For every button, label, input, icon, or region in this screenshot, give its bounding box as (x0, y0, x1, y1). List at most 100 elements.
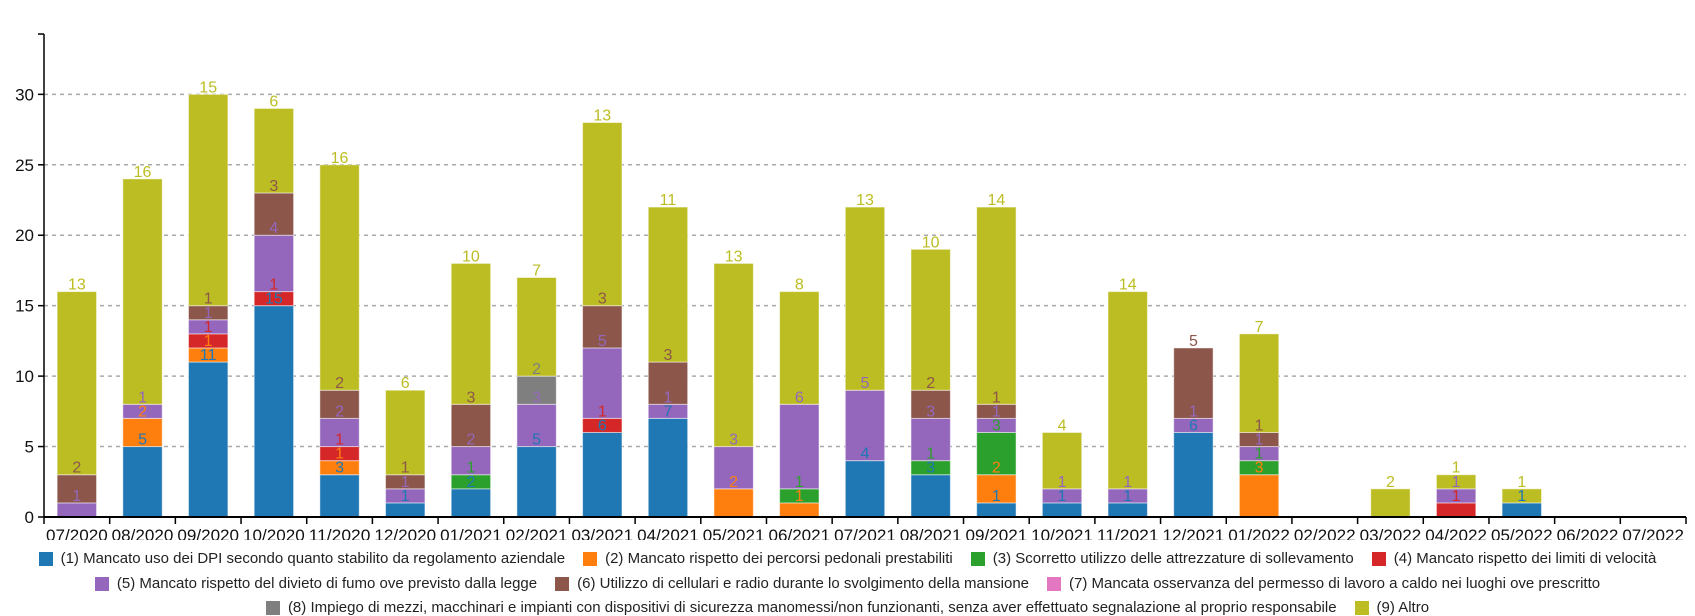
bar-segment (122, 178, 163, 405)
data-label: 13 (593, 108, 611, 125)
x-tick-label: 02/2022 (1294, 526, 1356, 540)
data-label: 16 (331, 150, 349, 167)
data-label: 1 (1255, 432, 1264, 449)
data-label: 1 (992, 389, 1001, 406)
data-label: 6 (269, 93, 278, 110)
bar-segment (516, 375, 557, 405)
data-label: 1 (926, 446, 935, 463)
bar-segment (1173, 347, 1214, 419)
y-tick-label: 25 (15, 156, 34, 175)
bar-segment (187, 93, 229, 307)
bar-segment (582, 305, 623, 349)
x-tick-label: 08/2021 (900, 526, 962, 540)
bar-segment (1501, 488, 1543, 504)
data-label: 2 (466, 474, 475, 491)
x-tick-label: 09/2020 (177, 526, 239, 540)
legend-label: (7) Mancata osservanza del permesso di l… (1069, 575, 1601, 592)
data-label: 3 (532, 389, 541, 406)
data-label: 1 (204, 319, 213, 336)
bar-segment (910, 474, 951, 518)
data-label: 1 (466, 460, 475, 477)
data-label: 1 (335, 446, 344, 463)
bar-segment (1238, 333, 1280, 433)
y-tick-label: 0 (25, 508, 34, 527)
data-label: 2 (926, 375, 935, 392)
legend-item-1[interactable]: (1) Mancato uso dei DPI secondo quanto s… (38, 550, 565, 567)
data-label: 1 (269, 277, 278, 294)
bar-segment (253, 305, 295, 518)
x-tick-label: 11/2020 (309, 526, 371, 540)
data-label: 13 (856, 192, 874, 209)
data-label: 3 (466, 389, 475, 406)
data-label: 7 (1255, 319, 1264, 336)
data-label: 4 (269, 220, 278, 237)
x-tick-label: 06/2021 (768, 526, 830, 540)
data-label: 2 (532, 361, 541, 378)
y-tick-label: 30 (15, 85, 34, 104)
x-tick-label: 07/2020 (46, 526, 108, 540)
bar-segment (713, 488, 754, 518)
data-label: 1 (598, 403, 607, 420)
x-tick-label: 06/2022 (1557, 526, 1619, 540)
stacked-bar-chart: 0510152025301213521161111111515143631122… (15, 33, 1687, 540)
data-label: 7 (532, 263, 541, 280)
x-tick-label: 07/2021 (834, 526, 896, 540)
data-label: 3 (926, 460, 935, 477)
x-tick-label: 03/2021 (571, 526, 633, 540)
data-label: 6 (598, 417, 607, 434)
bar-segment (647, 361, 689, 405)
x-tick-label: 12/2021 (1163, 526, 1225, 540)
data-label: 1 (992, 488, 1001, 505)
x-tick-label: 05/2022 (1491, 526, 1553, 540)
bar-segment (910, 389, 951, 419)
bar-segment (844, 460, 886, 518)
x-tick-label: 10/2021 (1031, 526, 1093, 540)
y-tick-label: 20 (15, 226, 34, 245)
data-label: 5 (861, 375, 870, 392)
legend-item-4[interactable]: (4) Mancato rispetto dei limiti di veloc… (1371, 550, 1656, 567)
data-label: 13 (725, 248, 743, 265)
bar-segment (187, 361, 229, 518)
bar-segment (713, 262, 754, 448)
data-label: 1 (1058, 488, 1067, 505)
legend-item-9[interactable]: (9) Altro (1354, 599, 1429, 616)
data-label: 1 (1189, 403, 1198, 420)
legend-item-8[interactable]: (8) Impiego di mezzi, macchinari e impia… (265, 599, 1337, 616)
legend-item-6[interactable]: (6) Utilizzo di cellulari e radio durant… (555, 575, 1029, 592)
bar-segment (56, 474, 98, 504)
legend-item-5[interactable]: (5) Mancato rispetto del divieto di fumo… (94, 575, 537, 592)
data-label: 14 (1119, 277, 1137, 294)
bar-segment (844, 206, 886, 391)
x-tick-label: 11/2021 (1097, 526, 1159, 540)
data-label: 5 (1189, 333, 1198, 350)
x-tick-label: 10/2020 (243, 526, 305, 540)
legend-label: (8) Impiego di mezzi, macchinari e impia… (287, 599, 1337, 616)
data-label: 1 (1255, 417, 1264, 434)
bar-segment (1435, 474, 1477, 490)
data-label: 11 (660, 192, 677, 209)
x-tick-label: 05/2021 (703, 526, 765, 540)
data-label: 6 (1189, 417, 1198, 434)
legend-swatch (94, 576, 109, 591)
legend-item-7[interactable]: (7) Mancata osservanza del permesso di l… (1047, 575, 1600, 592)
data-label: 1 (1517, 474, 1526, 491)
x-tick-label: 09/2021 (966, 526, 1028, 540)
data-label: 3 (598, 291, 607, 308)
legend-item-2[interactable]: (2) Mancato rispetto dei percorsi pedona… (583, 550, 953, 567)
bar-segment (122, 417, 163, 448)
data-label: 1 (992, 403, 1001, 420)
legend-swatch (265, 600, 280, 615)
legend-item-3[interactable]: (3) Scorretto utilizzo delle attrezzatur… (970, 550, 1354, 567)
bar-segment (1107, 502, 1148, 518)
y-tick-label: 5 (25, 438, 34, 457)
data-label: 8 (795, 277, 804, 294)
bar-segment (1370, 488, 1411, 518)
data-label: 3 (729, 432, 738, 449)
data-label: 1 (664, 389, 673, 406)
data-label: 5 (598, 333, 607, 350)
bar-segment (1238, 474, 1280, 518)
x-tick-label: 08/2020 (112, 526, 174, 540)
legend-label: (3) Scorretto utilizzo delle attrezzatur… (992, 550, 1354, 567)
x-tick-label: 04/2021 (637, 526, 699, 540)
data-label: 1 (1452, 460, 1461, 477)
